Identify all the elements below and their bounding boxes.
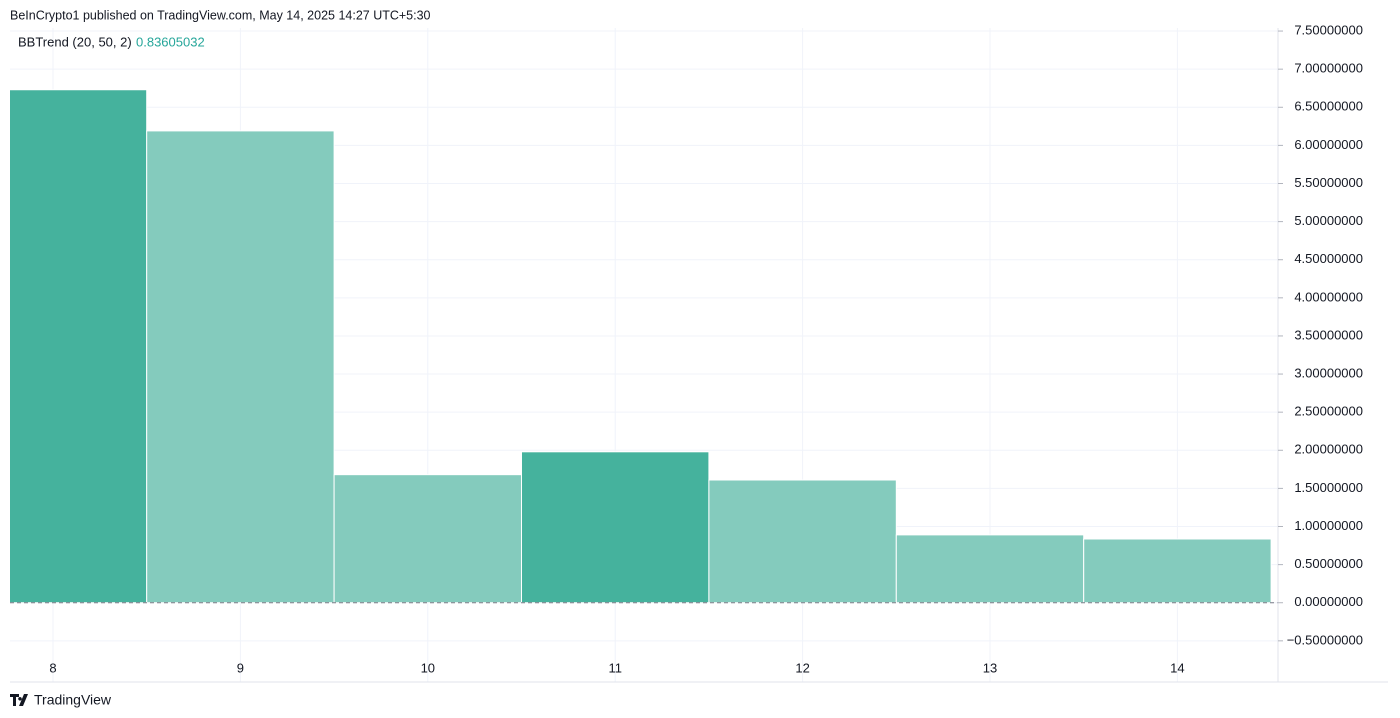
y-tick-label: 2.50000000 (1294, 404, 1363, 419)
bar (521, 451, 710, 604)
x-tick-label: 9 (237, 660, 244, 675)
y-tick-label: 3.00000000 (1294, 365, 1363, 380)
bar (895, 534, 1085, 604)
indicator-name: BBTrend (20, 50, 2) (18, 34, 132, 49)
x-tick-label: 12 (795, 660, 809, 675)
y-tick-label: 1.00000000 (1294, 518, 1363, 533)
bar (333, 474, 522, 604)
bar (10, 89, 148, 604)
x-tick-label: 11 (608, 660, 622, 675)
y-tick-label: 1.50000000 (1294, 480, 1363, 495)
x-tick-label: 14 (1170, 660, 1184, 675)
y-tick-label: 0.00000000 (1294, 594, 1363, 609)
y-tick-label: 5.50000000 (1294, 175, 1363, 190)
bar (708, 479, 897, 604)
y-tick-label: 6.50000000 (1294, 99, 1363, 114)
y-tick-label: 2.00000000 (1294, 442, 1363, 457)
y-tick-label: 0.50000000 (1294, 556, 1363, 571)
x-tick-label: 10 (421, 660, 435, 675)
y-tick-label: 7.00000000 (1294, 61, 1363, 76)
brand-logo (10, 694, 28, 706)
publish-note: BeInCrypto1 published on TradingView.com… (10, 8, 431, 22)
y-tick-label: 4.50000000 (1294, 251, 1363, 266)
y-tick-label: 4.00000000 (1294, 289, 1363, 304)
bar (146, 130, 335, 604)
bar (1083, 538, 1272, 604)
x-tick-label: 13 (983, 660, 997, 675)
bars (10, 89, 1278, 604)
y-tick-label: −0.50000000 (1287, 632, 1363, 647)
brand: TradingView (34, 692, 112, 708)
axes: −0.50000000 0.00000000 0.50000000 1.0000000… (49, 22, 1363, 675)
y-tick-label: 5.00000000 (1294, 213, 1363, 228)
y-tick-label: 6.00000000 (1294, 137, 1363, 152)
y-tick-label: 7.50000000 (1294, 22, 1363, 37)
y-tick-label: 3.50000000 (1294, 327, 1363, 342)
indicator-value: 0.83605032 (136, 34, 205, 49)
x-tick-label: 8 (49, 660, 56, 675)
